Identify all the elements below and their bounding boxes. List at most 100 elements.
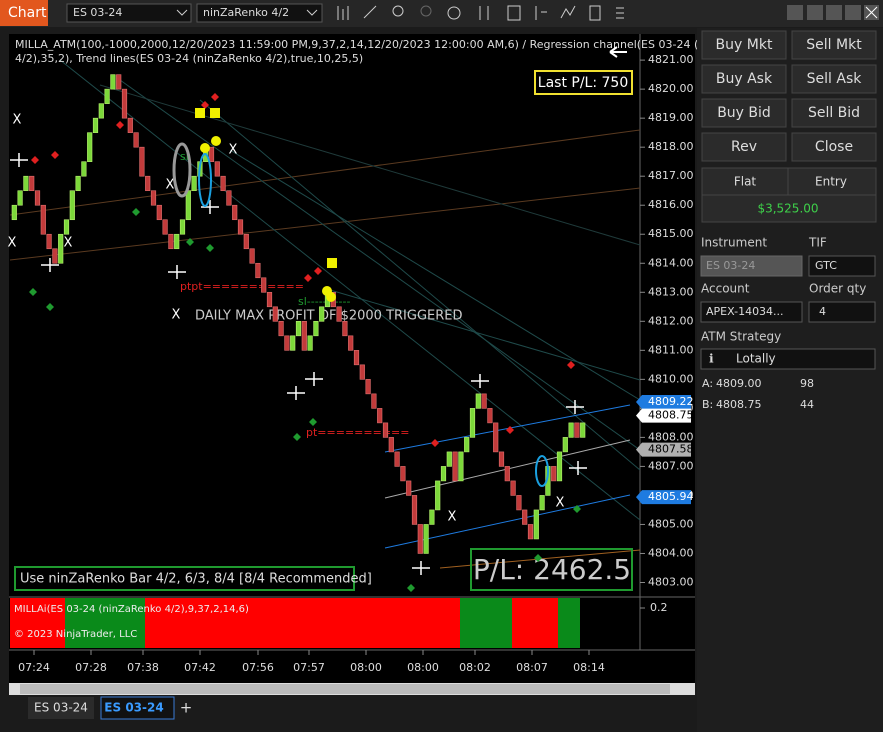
renko-brick	[69, 190, 75, 221]
signal-diamond	[293, 433, 301, 441]
signal-diamond	[407, 584, 415, 592]
add-tab[interactable]: +	[180, 699, 193, 717]
renko-brick	[116, 74, 122, 90]
renko-brick	[429, 509, 435, 525]
toolbar-icons[interactable]	[337, 5, 624, 21]
renko-brick	[458, 451, 464, 482]
bid-price: 4808.75	[716, 398, 762, 411]
order-button[interactable]: Close	[791, 132, 877, 162]
renko-brick	[214, 161, 220, 177]
button-label: Sell Ask	[807, 71, 863, 87]
y-tick-label: 4807.00	[648, 459, 694, 472]
bartype-select[interactable]	[196, 3, 323, 23]
renko-brick	[243, 233, 249, 250]
x-tick-label: 08:00	[407, 661, 439, 674]
renko-brick	[307, 335, 313, 351]
x-tick-label: 07:28	[75, 661, 107, 674]
renko-brick	[498, 451, 505, 467]
instrument-select[interactable]	[66, 3, 192, 23]
button-bg	[791, 132, 877, 162]
renko-brick	[133, 132, 139, 148]
tab[interactable]	[28, 697, 94, 719]
order-button[interactable]: Buy Ask	[701, 64, 787, 94]
renko-brick	[261, 277, 267, 293]
qty-input[interactable]	[808, 301, 876, 323]
renko-brick	[342, 321, 348, 337]
renko-brick	[348, 335, 354, 351]
signal-diamond	[29, 288, 37, 296]
order-button[interactable]: Buy Mkt	[701, 30, 787, 60]
signal-diamond	[314, 267, 322, 275]
price-marker-label: 4805.94	[648, 490, 694, 503]
x-marker: X	[229, 143, 238, 158]
order-button[interactable]: Sell Ask	[791, 64, 877, 94]
order-button[interactable]: Rev	[701, 132, 787, 162]
signal-diamond	[309, 418, 317, 426]
renko-brick	[208, 146, 215, 162]
renko-brick	[156, 204, 162, 221]
renko-brick	[81, 161, 87, 177]
indicator-tick-label: 0.2	[650, 601, 668, 614]
renko-brick	[353, 350, 360, 366]
order-button[interactable]: Sell Bid	[791, 98, 877, 128]
renko-brick	[87, 132, 93, 162]
renko-brick	[539, 495, 545, 511]
tab-active[interactable]	[100, 696, 175, 720]
renko-brick	[40, 204, 46, 235]
renko-brick	[63, 219, 70, 235]
y-tick-label: 4808.00	[648, 430, 694, 443]
recommendation-box	[14, 566, 355, 591]
price-marker	[636, 490, 691, 505]
x-tick-label: 07:38	[127, 661, 159, 674]
scroll-thumb[interactable]	[20, 684, 670, 694]
renko-brick	[121, 88, 128, 119]
signal-diamond	[51, 151, 59, 159]
signal-square	[327, 258, 337, 268]
recommendation: Use ninZaRenko Bar 4/2, 6/3, 8/4 [8/4 Re…	[20, 572, 372, 587]
y-tick-label: 4815.00	[648, 227, 694, 240]
tif-combo[interactable]	[808, 255, 876, 277]
instrument-combo[interactable]	[700, 255, 803, 277]
renko-brick	[266, 291, 273, 308]
last-pl-box	[534, 70, 633, 95]
renko-brick	[278, 321, 284, 337]
cross-marker	[41, 258, 59, 272]
renko-brick	[75, 175, 81, 192]
window-controls[interactable]	[787, 5, 879, 20]
button-label: Buy Bid	[717, 105, 771, 121]
renko-brick	[406, 480, 412, 496]
renko-brick	[290, 335, 296, 351]
order-button[interactable]: Sell Mkt	[791, 30, 877, 60]
cross-marker	[412, 561, 430, 575]
instrument-label: Instrument	[701, 236, 767, 250]
x-tick-label: 08:02	[459, 661, 491, 674]
renko-brick	[237, 219, 244, 235]
cross-marker	[287, 386, 305, 400]
price-marker-label: 4809.22	[648, 395, 694, 408]
signal-diamond	[211, 93, 219, 101]
renko-brick	[110, 74, 116, 90]
renko-brick	[139, 146, 145, 177]
tif-label: TIF	[808, 236, 827, 250]
pt-label: ptpt===========	[180, 280, 304, 293]
button-bg	[701, 98, 787, 128]
renko-brick	[469, 408, 476, 438]
signal-square	[210, 108, 220, 118]
order-button[interactable]: Buy Bid	[701, 98, 787, 128]
x-marker: X	[13, 113, 22, 128]
renko-brick	[562, 437, 568, 453]
ask-label: A:	[702, 377, 713, 390]
chart-tab[interactable]	[0, 0, 48, 26]
renko-brick	[382, 422, 389, 438]
back-arrow[interactable]	[609, 46, 627, 58]
y-tick-label: 4805.00	[648, 517, 694, 530]
pt-label: pt==========	[306, 426, 409, 439]
renko-brick	[284, 335, 290, 351]
position: Flat	[734, 175, 757, 189]
atm-combo[interactable]	[700, 348, 876, 370]
account-combo[interactable]	[700, 301, 803, 323]
x-marker: X	[166, 178, 175, 193]
renko-brick	[388, 437, 394, 453]
y-tick-label: 4817.00	[648, 169, 694, 182]
